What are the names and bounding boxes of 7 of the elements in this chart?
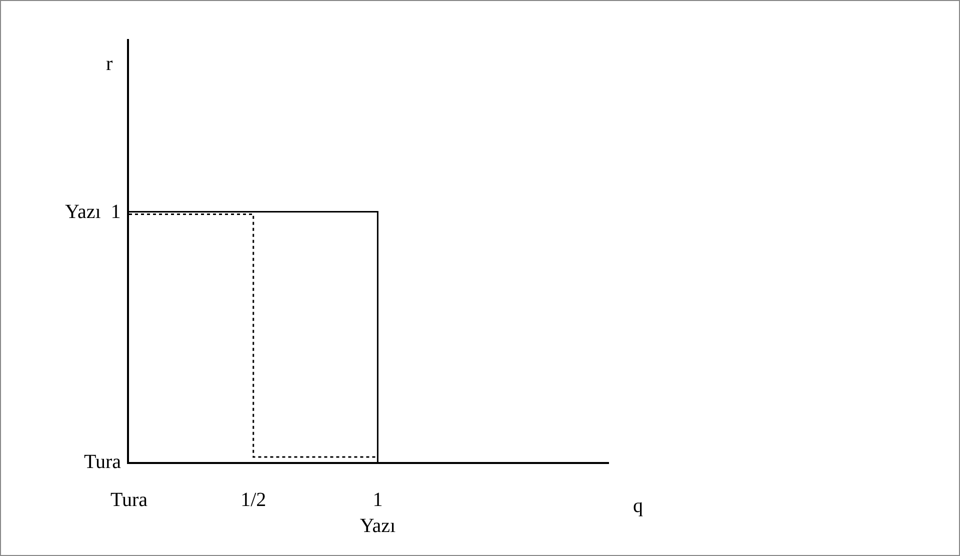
text: r xyxy=(106,53,113,75)
text: Tura xyxy=(84,451,122,473)
x-tick-label: 1/2 xyxy=(240,488,266,511)
text: Yazı 1 xyxy=(65,201,121,223)
x-tick-label: Tura xyxy=(110,488,148,511)
text: q xyxy=(633,495,643,517)
x-tick-label: 1 Yazı xyxy=(360,488,396,537)
